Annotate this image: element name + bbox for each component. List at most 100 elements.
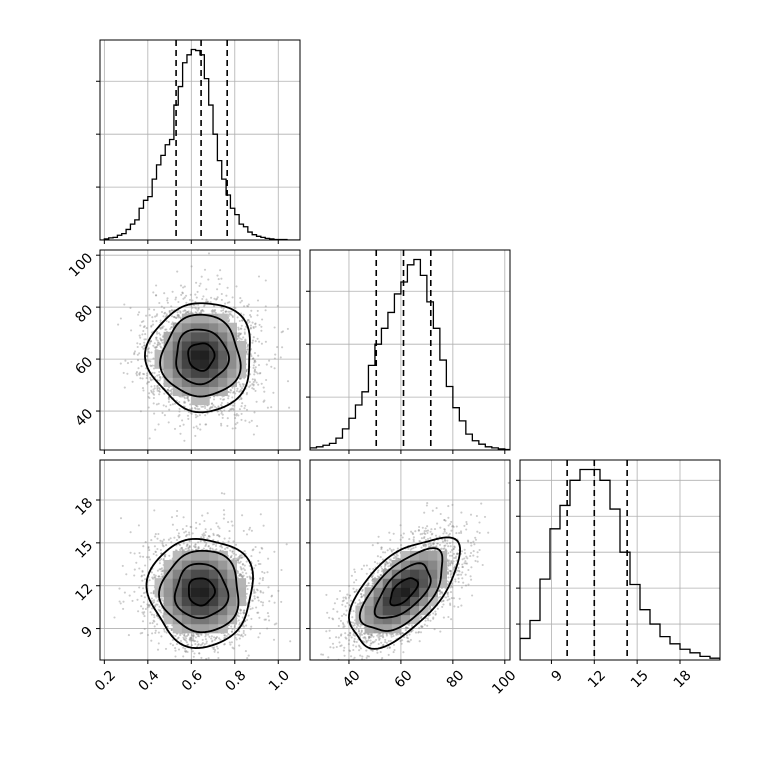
scatter-point [148, 380, 151, 384]
scatter-point [263, 390, 266, 393]
scatter-point [152, 388, 155, 391]
scatter-point [142, 372, 145, 375]
scatter-point [226, 286, 229, 289]
scatter-point [220, 306, 223, 309]
scatter-point [220, 422, 223, 425]
scatter-point [149, 360, 152, 363]
scatter-point [118, 600, 121, 603]
scatter-point [218, 283, 221, 286]
scatter-point [159, 319, 162, 322]
scatter-point [155, 346, 158, 349]
scatter-point [146, 355, 149, 358]
scatter-point [144, 333, 147, 336]
scatter-point [177, 415, 180, 418]
scatter-point [179, 284, 183, 287]
scatter-point [161, 338, 164, 341]
scatter-point [163, 392, 166, 395]
density-cell [172, 386, 183, 397]
scatter-point [151, 607, 154, 610]
scatter-point [185, 637, 188, 640]
scatter-point [286, 327, 289, 330]
scatter-point [159, 375, 162, 379]
scatter-point [217, 656, 220, 660]
scatter-point [253, 352, 257, 355]
scatter-point [237, 619, 240, 622]
scatter-point [156, 332, 159, 335]
scatter-point [237, 336, 240, 339]
scatter-point [157, 402, 160, 405]
scatter-point [276, 304, 279, 308]
scatter-point [223, 634, 226, 637]
scatter-point [254, 545, 257, 549]
scatter-point [200, 656, 203, 659]
scatter-point [185, 301, 188, 304]
density-cell [209, 359, 219, 369]
scatter-point [231, 404, 234, 407]
scatter-point [204, 665, 206, 667]
scatter-point [144, 541, 147, 544]
scatter-point [193, 652, 196, 655]
scatter-point [165, 631, 168, 634]
scatter-point [244, 419, 247, 422]
scatter-point [190, 525, 193, 529]
scatter-point [178, 535, 181, 538]
scatter-point [265, 378, 268, 382]
scatter-point [251, 599, 254, 602]
scatter-point [159, 377, 162, 380]
scatter-point [231, 386, 234, 389]
scatter-point [238, 390, 242, 393]
scatter-point [237, 559, 240, 562]
scatter-point [161, 544, 164, 547]
scatter-point [231, 524, 234, 527]
scatter-point [273, 623, 276, 626]
scatter-point [212, 310, 215, 313]
scatter-point [158, 379, 161, 382]
scatter-point [218, 413, 221, 416]
scatter-point [200, 536, 203, 539]
scatter-point [236, 387, 239, 390]
scatter-point [204, 406, 207, 410]
density-cell [209, 368, 219, 378]
scatter-point [153, 620, 156, 623]
scatter-point [220, 309, 223, 312]
scatter-point [250, 625, 253, 628]
scatter-point [238, 630, 241, 633]
scatter-point [204, 423, 207, 426]
scatter-point [160, 339, 163, 342]
scatter-point [185, 524, 188, 528]
scatter-point [96, 316, 98, 318]
scatter-point [215, 645, 218, 648]
scatter-point [232, 391, 235, 394]
scatter-point [211, 543, 214, 546]
scatter-point [253, 373, 256, 376]
scatter-point [173, 315, 176, 319]
scatter-point [161, 326, 164, 329]
scatter-point [138, 567, 141, 570]
scatter-point [253, 567, 256, 570]
scatter-point [179, 425, 182, 428]
scatter-point [143, 341, 146, 344]
scatter-point [229, 408, 232, 411]
scatter-point [190, 634, 194, 637]
scatter-point [245, 408, 249, 411]
scatter-point [157, 341, 160, 344]
scatter-point [215, 522, 218, 525]
scatter-point [254, 325, 257, 328]
scatter-point [253, 368, 257, 371]
density-cell [181, 368, 192, 378]
scatter-point [145, 314, 148, 317]
scatter-point [183, 397, 186, 400]
scatter-point [254, 360, 257, 363]
scatter-point [155, 603, 158, 606]
scatter-point [179, 544, 182, 547]
scatter-point [249, 628, 252, 631]
density-cell [218, 350, 228, 360]
scatter-point [244, 404, 247, 407]
scatter-point [138, 334, 141, 337]
scatter-point [146, 382, 149, 385]
scatter-point [182, 636, 185, 639]
scatter-point [199, 428, 202, 431]
scatter-point [254, 322, 257, 325]
scatter-point [215, 548, 218, 551]
